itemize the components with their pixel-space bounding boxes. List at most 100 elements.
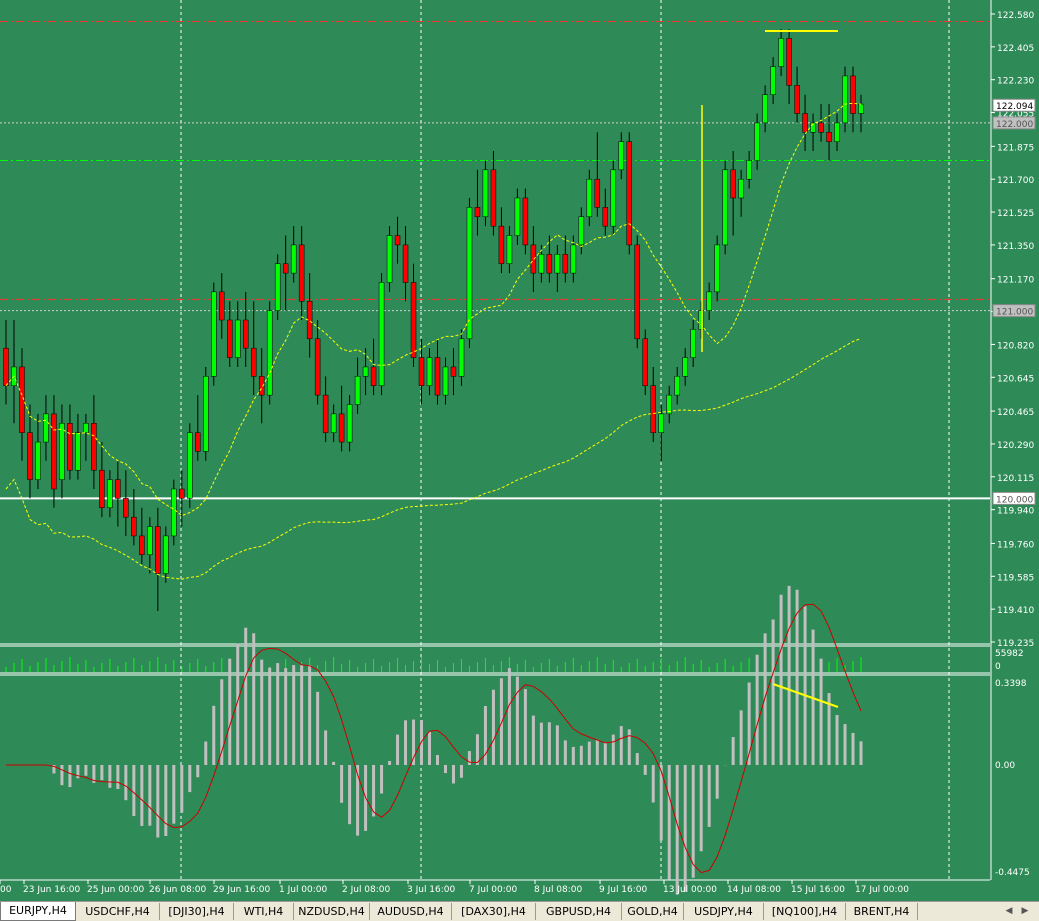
candle-body: [211, 291, 217, 377]
candle-body: [858, 103, 864, 114]
candle-body: [226, 319, 233, 358]
candle-body: [786, 38, 792, 86]
candle-body: [330, 413, 337, 433]
candle-body: [474, 207, 481, 218]
level-label-upper-box: [992, 116, 1036, 130]
candle-body: [131, 516, 137, 537]
candle-body: [195, 432, 201, 452]
candle-body: [266, 310, 273, 396]
current-price-label: 122.094: [996, 102, 1033, 112]
macd-axis-min: -0.4475: [995, 868, 1030, 878]
tab-eurjpy-h4[interactable]: EURJPY,H4: [0, 902, 76, 921]
price-tick-label: 122.580: [997, 11, 1034, 21]
candle-body: [123, 498, 129, 518]
candle-body: [810, 122, 816, 133]
level-label-lower: 120.000: [996, 495, 1033, 505]
time-tick-label: 9 Jul 16:00: [599, 885, 648, 895]
tab-nzdusd-h4[interactable]: NZDUSD,H4: [294, 903, 370, 920]
candle-body: [770, 66, 776, 95]
candle-body: [163, 535, 169, 574]
price-tick-label: 121.350: [997, 242, 1034, 252]
candle-body: [802, 113, 808, 133]
candle-body: [546, 254, 553, 274]
candle-body: [370, 366, 377, 386]
candle-body: [386, 235, 393, 283]
macd-axis-zero: 0.00: [995, 761, 1015, 771]
level-label-upper: 122.000: [996, 120, 1033, 130]
price-tick-label: 120.645: [997, 374, 1034, 384]
candle-body: [658, 413, 664, 433]
candle-body: [554, 254, 561, 274]
candle-body: [258, 376, 265, 396]
candle-body: [426, 357, 433, 386]
candle-body: [59, 423, 65, 480]
candle-body: [562, 254, 569, 274]
candle-body: [43, 413, 49, 443]
tab-audusd-h4[interactable]: AUDUSD,H4: [370, 903, 452, 920]
candle-body: [139, 535, 145, 555]
time-tick-label: 14 Jul 08:00: [727, 885, 781, 895]
time-tick-label: 23 Jun 16:00: [23, 885, 80, 895]
candle-body: [818, 122, 824, 133]
tab-scroll-left-icon[interactable]: ◀: [1005, 906, 1013, 916]
price-tick-label: 122.055: [997, 110, 1034, 120]
candle-body: [3, 347, 9, 386]
candle-body: [67, 423, 73, 471]
tab-gbpusd-h4[interactable]: GBPUSD,H4: [536, 903, 622, 920]
tab-usdchf-h4[interactable]: USDCHF,H4: [76, 903, 160, 920]
tab-wti-h4[interactable]: WTI,H4: [234, 903, 294, 920]
candle-body: [714, 244, 720, 293]
price-tick-label: 121.525: [997, 209, 1034, 219]
candle-body: [730, 169, 736, 199]
candle-body: [618, 141, 625, 171]
candle-body: [530, 244, 537, 274]
candle-body: [706, 291, 712, 311]
volume-axis-zero: 0: [995, 662, 1001, 672]
time-tick-label: 29 Jun 16:00: [213, 885, 270, 895]
price-tick-label: 121.875: [997, 143, 1034, 153]
candle-body: [794, 85, 800, 114]
candle-body: [538, 254, 545, 274]
candle-body: [99, 469, 105, 509]
tab-nq100-h4[interactable]: [NQ100],H4: [764, 903, 846, 920]
candle-body: [570, 244, 577, 274]
candle-body: [147, 526, 153, 555]
candle-body: [578, 216, 585, 246]
candle-body: [850, 75, 856, 114]
price-tick-label: 122.405: [997, 44, 1034, 54]
time-tick-label: 13 Jul 00:00: [663, 885, 717, 895]
candle-body: [586, 178, 593, 218]
price-chart[interactable]: 122.580 122.405 122.230 122.055 121.875 121.7…: [0, 0, 1039, 901]
candle-body: [762, 94, 768, 124]
price-tick-label: 121.700: [997, 176, 1034, 186]
candle-body: [698, 310, 704, 330]
tab-scroll-right-icon[interactable]: ▶: [1021, 906, 1029, 916]
candle-body: [91, 423, 97, 471]
candle-body: [634, 244, 641, 340]
tab-usdjpy-h4[interactable]: USDJPY,H4: [684, 903, 764, 920]
tab-dji30-h4[interactable]: [DJI30],H4: [160, 903, 234, 920]
candle-body: [826, 132, 832, 142]
tab-gold-h4[interactable]: GOLD,H4: [622, 903, 684, 920]
tab-dax30-h4[interactable]: [DAX30],H4: [452, 903, 536, 920]
candle-body: [322, 394, 329, 433]
candle-body: [75, 432, 81, 471]
time-tick-label: 17 Jul 00:00: [855, 885, 909, 895]
symbol-tab-bar: ◀ ▶ EURJPY,H4 USDCHF,H4 [DJI30],H4 WTI,H4 NZ…: [0, 901, 1039, 921]
candle-body: [171, 488, 177, 537]
price-tick-label: 119.760: [997, 540, 1034, 550]
candle-body: [834, 122, 840, 142]
candle-body: [482, 169, 489, 218]
candle-body: [234, 319, 241, 358]
candle-body: [666, 394, 672, 415]
candle-body: [282, 263, 289, 274]
candle-body: [290, 244, 297, 274]
price-tick-label: 120.465: [997, 408, 1034, 418]
candle-body: [674, 376, 680, 396]
price-tick-label: 119.585: [997, 573, 1034, 583]
candle-body: [594, 178, 601, 208]
candle-body: [298, 244, 305, 302]
level-label-lower-box: [992, 491, 1036, 505]
tab-brent-h4[interactable]: BRENT,H4: [846, 903, 918, 920]
